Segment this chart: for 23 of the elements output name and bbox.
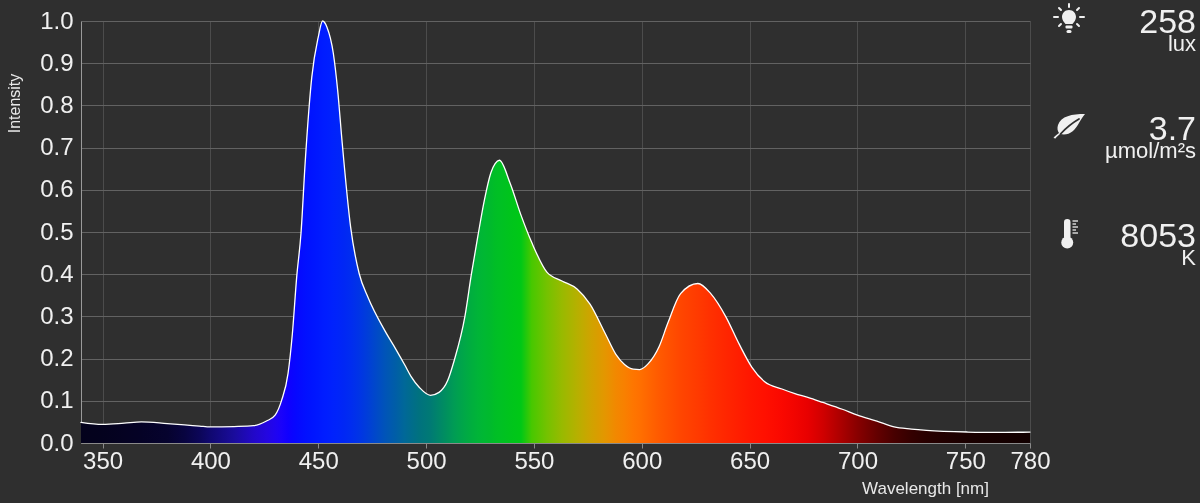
x-tick-label: 650 [730,446,771,474]
x-tick-label: 450 [298,446,339,474]
y-axis-title: Intensity [5,73,23,134]
y-tick-label: 0.6 [40,175,74,203]
y-tick-label: 0.9 [40,48,74,76]
y-tick-label: 1.0 [40,6,74,34]
y-tick-label: 0.2 [40,344,74,372]
y-tick-label: 0.4 [40,259,74,287]
y-tick-label: 0.3 [40,301,74,329]
x-tick-label: 750 [945,446,986,474]
y-tick-label: 0.1 [40,386,74,414]
x-tick-label: 700 [837,446,878,474]
x-tick-label: 780 [1010,446,1051,474]
y-tick-label: 0.8 [40,90,74,118]
x-tick-label: 400 [190,446,231,474]
x-tick-label: 350 [83,446,124,474]
x-tick-label: 500 [406,446,447,474]
x-tick-label: 550 [514,446,555,474]
y-tick-label: 0.5 [40,217,74,245]
y-tick-label: 0.0 [40,428,74,456]
y-tick-label: 0.7 [40,133,74,161]
x-tick-label: 600 [622,446,663,474]
x-axis-title: Wavelength [nm] [862,478,989,498]
